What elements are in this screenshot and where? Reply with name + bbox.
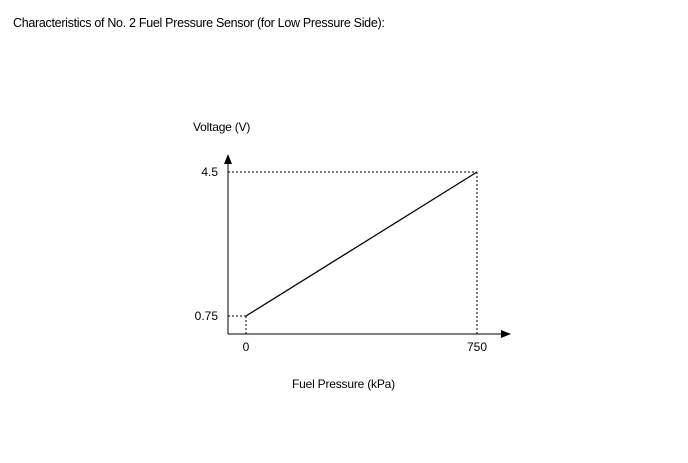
x-tick-label: 0 xyxy=(243,340,250,354)
y-tick-label: 4.5 xyxy=(201,165,218,179)
x-tick-label: 750 xyxy=(467,340,487,354)
y-axis-label: Voltage (V) xyxy=(193,120,251,134)
diagram-caption: Characteristics of No. 2 Fuel Pressure S… xyxy=(13,16,385,30)
y-tick-label: 0.75 xyxy=(195,309,219,323)
series-line xyxy=(245,171,478,317)
x-axis-label: Fuel Pressure (kPa) xyxy=(292,377,395,391)
